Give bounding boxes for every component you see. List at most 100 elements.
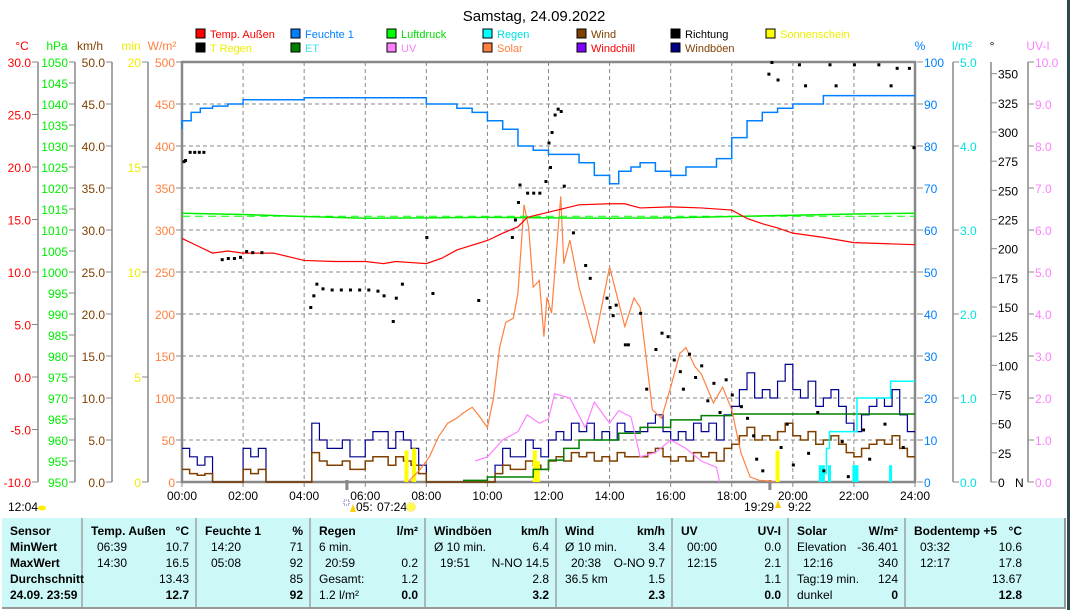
series-temp-aussen xyxy=(181,203,916,265)
direction-point xyxy=(188,150,192,154)
moon-icon xyxy=(343,499,350,506)
direction-point xyxy=(330,288,334,292)
row-label: Ø 10 min. xyxy=(565,540,618,554)
column-title: UV xyxy=(681,524,698,538)
table-row: 13.43 xyxy=(91,571,189,587)
humidity-tick-label: 10 xyxy=(924,434,938,448)
legend-swatch xyxy=(765,28,776,39)
direction-point xyxy=(544,180,548,183)
direction-point xyxy=(614,303,618,307)
direction-point xyxy=(245,250,249,253)
row-label: 12:15 xyxy=(687,556,718,570)
direction-point xyxy=(605,296,609,300)
chart-title: Samstag, 24.09.2022 xyxy=(463,8,606,25)
column-title: Solar xyxy=(797,524,828,538)
uv-tick-label: 7.0 xyxy=(1035,182,1052,196)
direction-point xyxy=(770,61,774,64)
direction-point xyxy=(828,63,832,67)
direction-point xyxy=(712,381,716,385)
legend-label: Luftdruck xyxy=(401,29,447,41)
pressure-tick-label: 1045 xyxy=(41,77,68,91)
legend-label: UV xyxy=(401,43,417,55)
direction-point xyxy=(912,146,916,150)
direction-point xyxy=(516,201,520,204)
table-row: 85 xyxy=(205,571,303,587)
window-edge xyxy=(1067,0,1070,610)
uv-axis-unit: UV-I xyxy=(1026,39,1049,53)
direction-tick-label: 200 xyxy=(998,243,1018,257)
direction-point xyxy=(718,411,722,414)
rain-bar xyxy=(827,465,831,482)
direction-point xyxy=(767,72,771,76)
sunrise-a-label: 05: xyxy=(356,500,373,514)
direction-tick-label: 75 xyxy=(998,389,1012,403)
direction-point xyxy=(752,434,756,438)
sun-tick-label: 10 xyxy=(128,266,142,280)
direction-point xyxy=(315,282,319,286)
table-row: 1.2 l/m² 0.0 xyxy=(319,587,418,603)
direction-tick-label: 175 xyxy=(998,272,1018,286)
sun-tick-label: 15 xyxy=(128,161,142,175)
direction-point xyxy=(755,457,759,461)
row-value: -36.401 xyxy=(857,540,898,554)
sunrise-label: 07:24 xyxy=(377,500,407,514)
row-value: 0.0 xyxy=(401,588,418,602)
direction-point xyxy=(202,150,206,154)
wind-axis-unit: km/h xyxy=(77,39,103,53)
direction-point xyxy=(431,292,435,295)
sunshine-bar xyxy=(404,450,409,482)
wind-tick-label: 0.0 xyxy=(88,476,105,490)
sunshine-bar xyxy=(775,450,780,482)
table-row: 2.3 xyxy=(565,587,665,603)
direction-point xyxy=(779,446,783,449)
direction-point xyxy=(382,294,386,298)
humidity-axis-unit: % xyxy=(915,39,926,53)
row-value: 13.67 xyxy=(991,572,1022,586)
direction-point xyxy=(776,78,780,82)
table-row: 6 min. xyxy=(319,539,418,555)
direction-point xyxy=(797,63,801,67)
x-tick-label: 06:00 xyxy=(350,489,380,503)
temp-axis-unit: °C xyxy=(15,39,29,53)
solar-tick-label: 50 xyxy=(162,434,176,448)
direction-point xyxy=(348,288,352,292)
direction-point xyxy=(584,264,588,267)
table-row: 03:32 10.6 xyxy=(914,539,1022,555)
pressure-tick-label: 1050 xyxy=(41,56,68,70)
row-label: 6 min. xyxy=(319,540,352,554)
direction-point xyxy=(666,335,670,339)
series-wind xyxy=(182,422,915,483)
row-value: 1.1 xyxy=(764,572,781,586)
direction-point xyxy=(232,257,236,260)
uv-tick-label: 6.0 xyxy=(1035,224,1052,238)
direction-point xyxy=(907,66,911,70)
sunrise-arrow-icon xyxy=(350,504,356,512)
table-row: 14:30 16.5 xyxy=(91,555,189,571)
humidity-tick-label: 70 xyxy=(924,182,938,196)
table-column: Bodentemp +5 °C 03:32 10.6 12:17 17.8 13.67 12.… xyxy=(906,518,1064,607)
pressure-tick-label: 975 xyxy=(48,371,68,385)
table-row: 12:15 2.1 xyxy=(681,555,781,571)
legend-swatch xyxy=(576,28,587,39)
row-value: 85 xyxy=(289,572,303,586)
row-label: 24.09. 23:59 xyxy=(10,588,78,602)
table-column: Sensor MinWert MaxWert Durchschnitt 24.09. 2… xyxy=(2,518,84,607)
row-value: N-NO 14.5 xyxy=(491,556,549,570)
direction-point xyxy=(588,276,592,280)
direction-tick-label: 325 xyxy=(998,97,1018,111)
sunshine-bar xyxy=(532,450,537,482)
column-unit: km/h xyxy=(636,524,665,538)
direction-point xyxy=(477,299,481,302)
row-value: 17.8 xyxy=(998,556,1022,570)
solar-tick-label: 400 xyxy=(155,140,175,154)
row-value: 12.8 xyxy=(998,588,1022,602)
direction-point xyxy=(700,364,704,368)
direction-point xyxy=(608,306,612,309)
direction-tick-label: 250 xyxy=(998,184,1018,198)
rain-tick-label: 5.0 xyxy=(960,56,977,70)
sunset-label: 19:29 xyxy=(744,500,774,514)
pressure-tick-label: 1005 xyxy=(41,245,68,259)
x-tick-label: 22:00 xyxy=(839,489,869,503)
table-column: UV UV-I 00:00 0.0 12:15 2.1 1.1 0.0 xyxy=(673,518,789,607)
solar-tick-label: 250 xyxy=(155,266,175,280)
